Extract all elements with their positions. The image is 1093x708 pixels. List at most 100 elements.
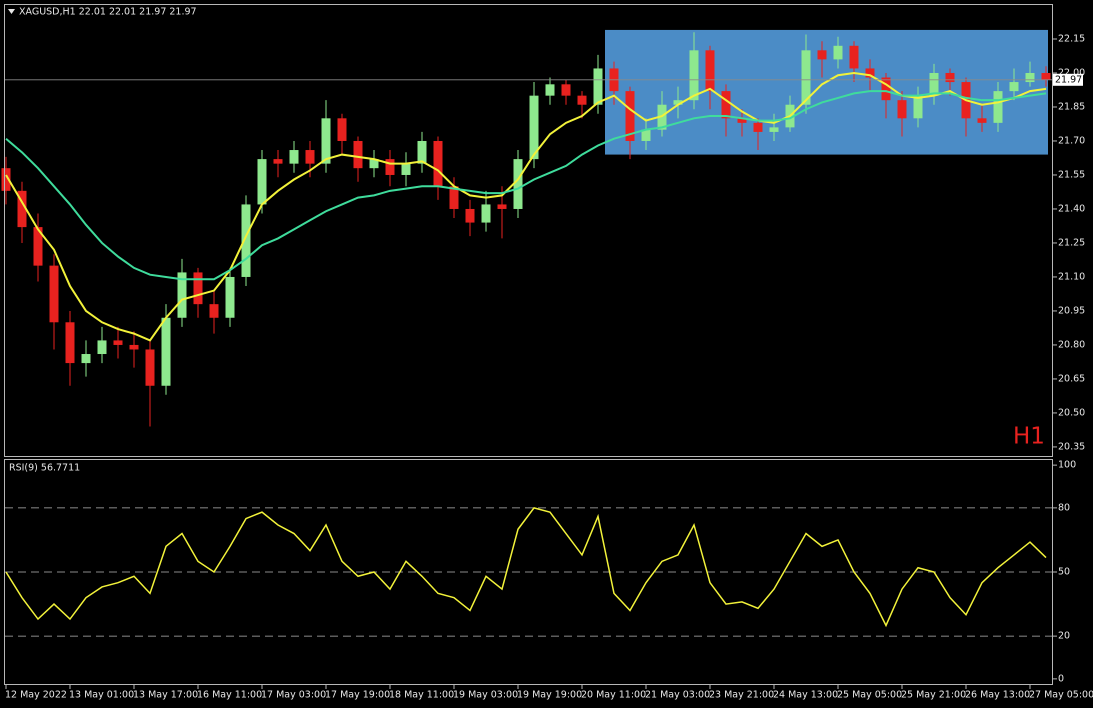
candle-body — [737, 118, 747, 123]
candle-body — [481, 204, 491, 223]
candle-body — [353, 140, 363, 169]
y-tick-label: 20.80 — [1058, 339, 1085, 350]
candle-body — [769, 127, 779, 132]
candle-body — [497, 204, 507, 209]
x-tick-label: 13 May 01:00 — [69, 690, 134, 701]
y-tick-label: 22.15 — [1058, 33, 1085, 44]
x-tick-label: 25 May 21:00 — [901, 690, 966, 701]
highlight-zone — [605, 29, 1048, 155]
candle-body — [113, 340, 123, 345]
y-tick-label: 22.00 — [1058, 67, 1085, 78]
candle-body — [1009, 82, 1019, 92]
candle-body — [993, 91, 1003, 123]
moving-average — [5, 90, 1047, 281]
candle-body — [849, 45, 859, 69]
candle-body — [833, 45, 843, 60]
candle-body — [33, 227, 43, 266]
candle-body — [465, 208, 475, 223]
x-tick-label: 16 May 11:00 — [197, 690, 262, 701]
candle-body — [753, 122, 763, 132]
candle-body — [545, 84, 555, 96]
timeframe-label: H1 — [1013, 424, 1045, 450]
y-tick-label: 0 — [1058, 673, 1064, 684]
y-tick-label: 20.65 — [1058, 373, 1085, 384]
candle-body — [209, 304, 219, 318]
candle-body — [913, 95, 923, 119]
candle-body — [1, 168, 11, 191]
candle-body — [241, 204, 251, 277]
candle-body — [145, 349, 155, 386]
y-tick-label: 21.85 — [1058, 101, 1085, 112]
candle-body — [337, 118, 347, 141]
y-tick-label: 21.70 — [1058, 135, 1085, 146]
y-tick-label: 80 — [1058, 502, 1070, 513]
candle-body — [929, 72, 939, 96]
candle-body — [513, 159, 523, 209]
candle-body — [385, 159, 395, 175]
candle-body — [193, 272, 203, 305]
candle-body — [593, 68, 603, 105]
y-tick-label: 21.25 — [1058, 237, 1085, 248]
x-tick-label: 13 May 17:00 — [133, 690, 198, 701]
y-tick-label: 50 — [1058, 567, 1070, 578]
x-tick-label: 17 May 03:00 — [261, 690, 326, 701]
candle-body — [225, 276, 235, 318]
candle-body — [945, 72, 955, 83]
candle-body — [417, 140, 427, 164]
candle-body — [657, 104, 667, 130]
candle-body — [673, 100, 683, 105]
x-tick-label: 19 May 19:00 — [517, 690, 582, 701]
candle-body — [865, 68, 875, 78]
candle-body — [977, 118, 987, 123]
rsi-title: RSI(9) 56.7711 — [9, 463, 80, 474]
candle-body — [65, 322, 75, 364]
y-tick-label: 21.55 — [1058, 169, 1085, 180]
candle-body — [17, 190, 27, 228]
x-tick-label: 25 May 05:00 — [837, 690, 902, 701]
x-tick-label: 20 May 11:00 — [581, 690, 646, 701]
candle-body — [641, 129, 651, 141]
candle-body — [289, 150, 299, 164]
candle-body — [321, 118, 331, 164]
y-tick-label: 20.95 — [1058, 305, 1085, 316]
candle-body — [369, 159, 379, 169]
candle-body — [561, 84, 571, 96]
candle-body — [577, 95, 587, 105]
candle-body — [97, 340, 107, 355]
y-tick-label: 20.35 — [1058, 441, 1085, 452]
chart-title: XAGUSD,H1 22.01 22.01 21.97 21.97 — [19, 7, 197, 18]
candle-body — [257, 159, 267, 205]
x-tick-label: 26 May 13:00 — [965, 690, 1030, 701]
candle-body — [705, 50, 715, 92]
candle-body — [161, 317, 171, 386]
x-tick-label: 17 May 19:00 — [325, 690, 390, 701]
y-tick-label: 100 — [1058, 460, 1076, 471]
candle-body — [1041, 72, 1051, 80]
candle-body — [721, 91, 731, 119]
candle-body — [81, 354, 91, 364]
candle-body — [897, 100, 907, 119]
price-label-box — [1053, 73, 1083, 86]
candle-body — [881, 77, 891, 101]
candle-body — [401, 163, 411, 175]
candle-body — [433, 140, 443, 187]
x-tick-label: 21 May 03:00 — [645, 690, 710, 701]
menu-arrow[interactable] — [8, 9, 15, 14]
x-tick-label: 23 May 21:00 — [709, 690, 774, 701]
x-tick-label: 27 May 05:00 — [1029, 690, 1093, 701]
candle-body — [177, 272, 187, 318]
y-tick-label: 20 — [1058, 631, 1070, 642]
moving-average — [5, 71, 1047, 342]
price-label: 21.97 — [1055, 74, 1082, 85]
candle-body — [529, 95, 539, 160]
candle-body — [129, 344, 139, 350]
candle-body — [689, 50, 699, 101]
candle-body — [625, 91, 635, 141]
x-tick-label: 12 May 2022 — [5, 690, 67, 701]
candle-body — [305, 150, 315, 164]
y-tick-label: 20.50 — [1058, 407, 1085, 418]
candle-body — [49, 265, 59, 323]
candle-body — [801, 50, 811, 105]
